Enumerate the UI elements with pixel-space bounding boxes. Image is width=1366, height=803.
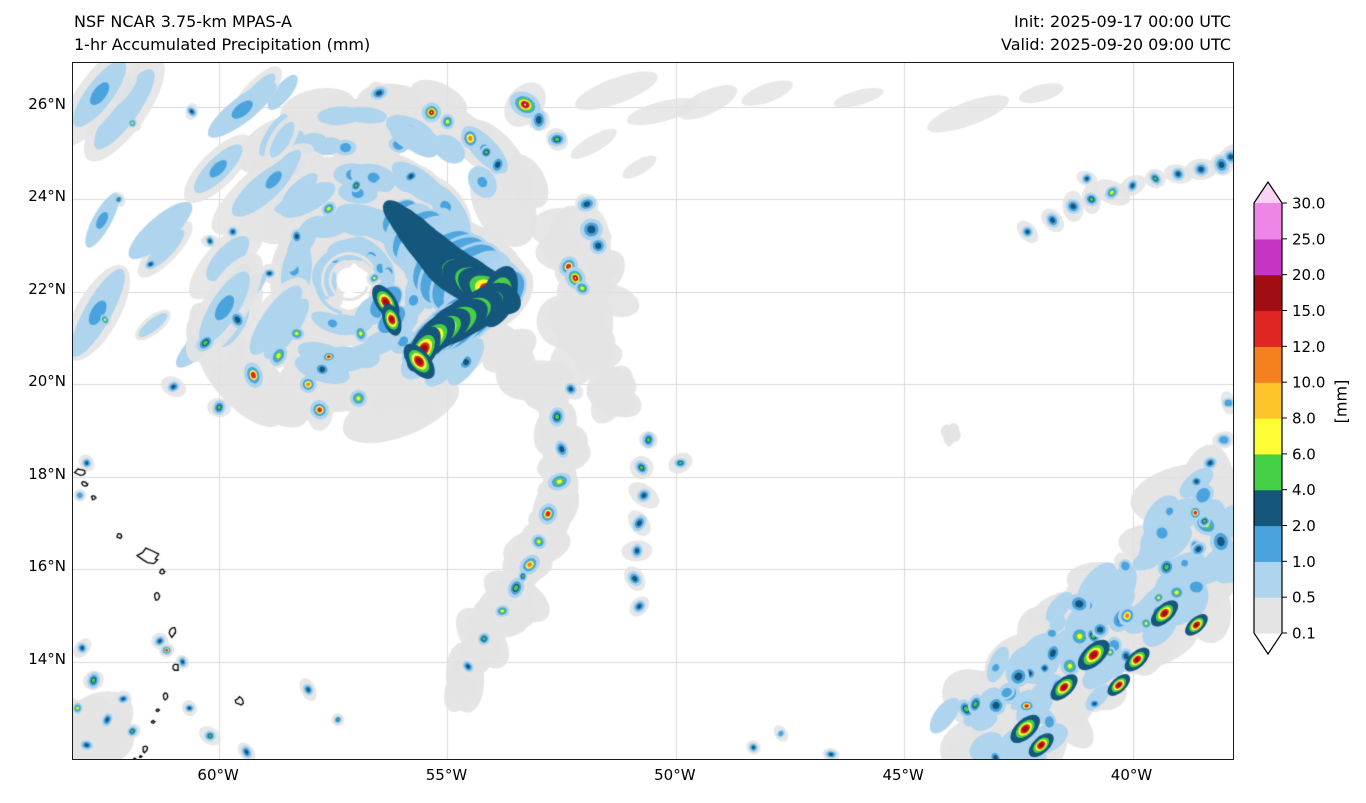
model-title: NSF NCAR 3.75-km MPAS-A [74, 12, 292, 31]
colorbar-tick-label: 8.0 [1292, 410, 1316, 428]
colorbar-segment [1254, 525, 1282, 562]
colorbar-under-arrow [1254, 633, 1282, 654]
colorbar-segment [1254, 489, 1282, 527]
product-title: 1-hr Accumulated Precipitation (mm) [74, 35, 371, 54]
precipitation-map-canvas [73, 63, 1233, 759]
figure-time-block: Init: 2025-09-17 00:00 UTC Valid: 2025-0… [1001, 10, 1231, 56]
colorbar-tick-label: 0.1 [1292, 625, 1316, 643]
colorbar-segment [1254, 561, 1282, 598]
colorbar-tick-label: 15.0 [1292, 302, 1325, 320]
colorbar-tick-label: 30.0 [1292, 195, 1325, 213]
colorbar-tick-label: 2.0 [1292, 517, 1316, 535]
colorbar-over-arrow [1254, 182, 1282, 203]
x-axis-tick-label: 40°W [1110, 766, 1153, 784]
colorbar-tick-label: 6.0 [1292, 445, 1316, 463]
colorbar-segment [1254, 238, 1282, 276]
colorbar-segment [1254, 418, 1282, 455]
colorbar-tick-label: 1.0 [1292, 553, 1316, 571]
y-axis-tick-label: 20°N [28, 372, 66, 391]
colorbar-segment [1254, 453, 1282, 491]
valid-time-label: Valid: 2025-09-20 09:00 UTC [1000, 35, 1231, 54]
colorbar-segment [1254, 274, 1282, 312]
colorbar-tick-label: 4.0 [1292, 481, 1316, 499]
colorbar-segment [1254, 346, 1282, 383]
colorbar: 0.1 0.5 1.0 2.0 4.0 6.0 8.0 10.0 12.0 15.0 20.0 25.… [1253, 180, 1325, 656]
colorbar-tick-label: 10.0 [1292, 374, 1325, 392]
colorbar-unit-label: [mm] [1331, 379, 1351, 424]
figure-title-block: NSF NCAR 3.75-km MPAS-A 1-hr Accumulated… [74, 10, 370, 56]
init-time-label: Init: 2025-09-17 00:00 UTC [1013, 12, 1231, 31]
y-axis-tick-label: 24°N [28, 187, 66, 206]
y-axis-tick-label: 22°N [28, 279, 66, 298]
x-axis-tick-label: 50°W [654, 766, 696, 784]
colorbar-segment [1254, 203, 1282, 240]
x-axis-tick-label: 45°W [882, 766, 924, 784]
colorbar-tick-label: 25.0 [1292, 230, 1325, 248]
colorbar-tick-label: 20.0 [1292, 266, 1325, 284]
colorbar-tick-label: 0.5 [1292, 589, 1316, 607]
y-axis-tick-label: 14°N [28, 649, 66, 668]
y-axis-tick-label: 26°N [28, 94, 66, 113]
x-axis-tick-label: 55°W [425, 766, 468, 784]
map-plot-area [72, 62, 1234, 760]
colorbar-segment [1254, 597, 1282, 634]
colorbar-tick-label: 12.0 [1292, 338, 1325, 356]
y-axis-tick-label: 18°N [28, 464, 66, 483]
colorbar-segment [1254, 310, 1282, 347]
x-axis-tick-label: 60°W [197, 766, 239, 784]
colorbar-segment [1254, 382, 1282, 419]
y-axis-tick-label: 16°N [28, 557, 66, 576]
